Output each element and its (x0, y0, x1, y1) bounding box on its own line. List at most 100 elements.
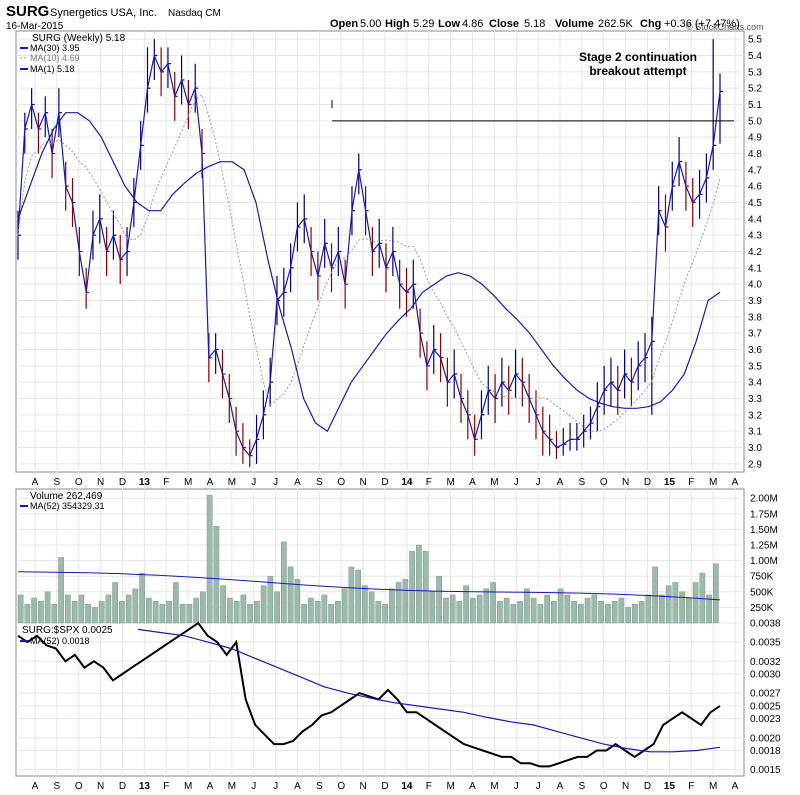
month-label: A (557, 781, 564, 792)
volume-bar (98, 600, 105, 624)
volume-bar (503, 597, 510, 624)
volume-bar (301, 604, 307, 624)
volume-bar (139, 572, 145, 624)
volume-bar (38, 600, 44, 624)
volume-bar (611, 600, 618, 624)
volume-bar (382, 604, 388, 624)
month-label: N (97, 781, 104, 792)
month-label: 15 (664, 781, 676, 792)
volume-bar (659, 594, 665, 624)
ratio-legend: SURG:$SPX 0.0025 MA(52) 0.0018 (20, 625, 113, 646)
price-tick-label: 3.1 (748, 427, 762, 438)
grid-lines (16, 31, 744, 776)
ratio-tick-label: 0.0038 (750, 619, 781, 630)
volume-bar (65, 594, 71, 624)
credit-label: © StockCharts.com (686, 22, 764, 32)
volume-bar (422, 551, 429, 624)
volume-bar (58, 557, 64, 624)
price-tick-label: 3.0 (748, 443, 762, 454)
month-label: S (579, 781, 586, 792)
price-tick-label: 4.8 (748, 149, 762, 160)
chg-label: Chg (640, 18, 661, 30)
price-tick-label: 3.2 (748, 410, 762, 421)
month-label: 15 (664, 477, 676, 488)
volume-bar (335, 600, 341, 624)
month-label: S (316, 781, 323, 792)
month-label: O (337, 781, 345, 792)
ma30-line (17, 112, 721, 433)
month-label: O (600, 781, 608, 792)
volume-bar (227, 597, 233, 624)
volume-bar (409, 551, 415, 624)
month-label: F (688, 781, 694, 792)
month-label: 14 (401, 781, 413, 792)
month-label: O (75, 781, 83, 792)
price-tick-label: 4.4 (748, 214, 762, 225)
volume-bar (71, 600, 78, 624)
volume-bar (348, 566, 355, 624)
price-tick-label: 2.9 (748, 459, 762, 470)
month-label: N (622, 477, 629, 488)
month-label: M (709, 781, 717, 792)
price-tick-label: 3.5 (748, 361, 762, 372)
volume-bar (551, 600, 557, 624)
volume-tick-label: 1.75M (750, 509, 778, 520)
price-tick-label: 5.2 (748, 84, 762, 95)
volume-label: Volume (555, 18, 594, 30)
ratio-tick-label: 0.0020 (750, 733, 781, 744)
volume-bar (92, 607, 98, 624)
volume-bar (294, 579, 301, 624)
legend-ma10: MA(10) 4.69 (30, 53, 80, 63)
month-label: J (514, 477, 519, 488)
price-tick-label: 4.0 (748, 280, 762, 291)
volume-bar (584, 597, 591, 624)
month-label: A (294, 781, 301, 792)
legend-ma1: MA(1) 5.18 (30, 64, 75, 74)
volume-bar (105, 594, 112, 624)
month-label: N (360, 477, 367, 488)
price-tick-label: 3.7 (748, 329, 762, 340)
volume-bar (321, 594, 328, 624)
ratio-tick-label: 0.0035 (750, 638, 781, 649)
volume-bar (24, 604, 31, 624)
volume-bar (537, 604, 544, 624)
legend-volma: MA(52) 354329.31 (30, 501, 105, 511)
month-label: F (426, 477, 432, 488)
volume-bar (362, 585, 368, 624)
price-tick-label: 4.6 (748, 182, 762, 193)
volume-bar (571, 600, 577, 624)
month-label: A (732, 477, 739, 488)
month-label: A (207, 477, 214, 488)
volume-bar (260, 585, 267, 624)
volume-tick-label: 500K (750, 587, 774, 598)
annotation-line1: Stage 2 continuation (579, 50, 697, 64)
volume-bar (389, 588, 395, 624)
volume-bar (578, 604, 584, 624)
x-ticks-top: A S O N D 13 F M A M J J A S O N D 14 F M A M J J A S O N D 15 F M A (32, 477, 739, 488)
month-label: M (490, 477, 498, 488)
volume-bar (247, 604, 253, 624)
price-legend: SURG (Weekly) 5.18 MA(30) 3.95 MA(10) 4.… (20, 33, 126, 74)
price-tick-label: 4.3 (748, 231, 762, 242)
volume-bar (78, 594, 85, 624)
volume-bar (233, 600, 240, 624)
volume-bars (17, 494, 719, 624)
volume-value: 262.5K (598, 18, 634, 30)
month-label: J (251, 477, 256, 488)
volume-bar (618, 597, 625, 624)
month-label: A (557, 477, 564, 488)
volume-bar (254, 600, 260, 624)
month-label: J (251, 781, 256, 792)
volume-bar (395, 582, 402, 624)
ma1-line (17, 53, 721, 457)
volume-bar (85, 604, 91, 624)
month-label: D (381, 781, 388, 792)
volume-tick-label: 750K (750, 572, 774, 583)
month-label: J (273, 781, 278, 792)
month-label: M (446, 781, 454, 792)
month-label: O (75, 477, 83, 488)
volume-bar (449, 594, 456, 624)
price-tick-label: 4.1 (748, 263, 762, 274)
volume-bar (220, 585, 226, 624)
